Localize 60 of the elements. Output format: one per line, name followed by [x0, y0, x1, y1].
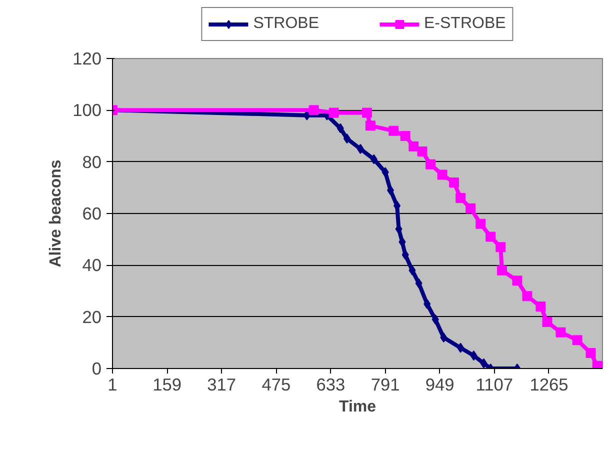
point: [408, 265, 416, 276]
point: [437, 170, 448, 180]
point: [456, 193, 466, 203]
x-axis-title: Time: [338, 398, 376, 416]
y-tick-label: 120: [72, 48, 102, 68]
point: [542, 317, 552, 327]
point: [512, 276, 522, 286]
point: [440, 332, 448, 342]
point: [486, 232, 496, 242]
x-tick-label: 633: [316, 374, 346, 394]
point: [370, 154, 378, 164]
point: [586, 348, 596, 358]
x-tick-label: 949: [425, 374, 454, 394]
y-tick-label: 20: [82, 306, 102, 327]
x-tick-label: 159: [152, 374, 182, 394]
y-tick-label: 100: [72, 100, 102, 120]
point: [449, 178, 460, 188]
point: [572, 335, 582, 346]
point: [470, 350, 478, 361]
x-tick-label: 475: [262, 374, 291, 394]
point: [556, 327, 566, 338]
point: [522, 291, 532, 302]
point: [426, 159, 436, 170]
point: [415, 278, 422, 288]
x-tick-label: 317: [207, 374, 236, 394]
y-tick-label: 40: [82, 255, 102, 276]
point: [400, 131, 410, 141]
point: [398, 236, 406, 247]
point: [466, 203, 476, 214]
legend-label: E-STROBE: [424, 15, 506, 33]
point: [328, 108, 339, 118]
point: [388, 126, 399, 136]
y-tick-label: 60: [82, 204, 102, 224]
legend-label: STROBE: [253, 15, 319, 33]
point: [496, 242, 506, 252]
point: [408, 141, 419, 152]
point: [402, 250, 409, 260]
x-tick-label: 1265: [530, 374, 568, 394]
point: [356, 144, 364, 154]
point: [417, 146, 428, 156]
point: [476, 218, 486, 229]
x-tick-label: 791: [370, 374, 400, 394]
point: [343, 134, 350, 144]
x-tick-label: 1107: [476, 374, 514, 394]
y-tick-label: 0: [92, 358, 102, 378]
point: [362, 108, 372, 118]
point: [497, 265, 508, 276]
point: [365, 120, 376, 131]
y-tick-label: 80: [82, 152, 102, 172]
point: [308, 105, 319, 116]
point: [336, 123, 344, 134]
point: [386, 185, 394, 196]
point: [457, 342, 464, 353]
x-tick-label: 1: [108, 374, 118, 394]
y-axis-title: Alive beacons: [48, 160, 65, 268]
point: [536, 302, 546, 312]
point: [424, 298, 431, 309]
point: [480, 358, 488, 368]
point: [432, 314, 439, 324]
point: [382, 167, 389, 178]
